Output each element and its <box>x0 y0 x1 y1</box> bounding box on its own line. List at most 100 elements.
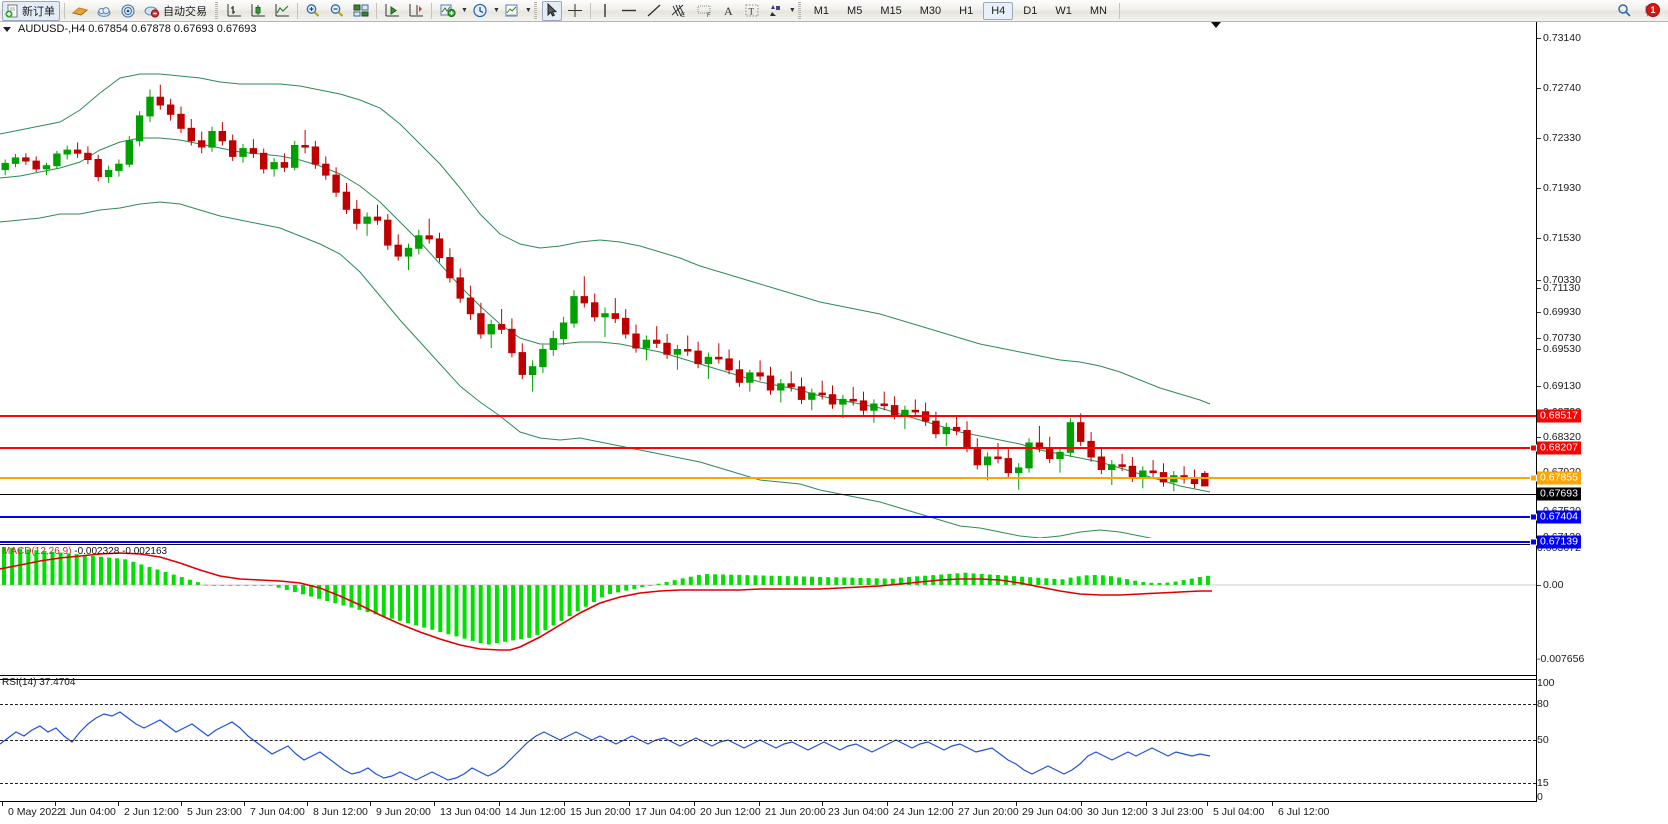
zoom-out-button[interactable] <box>326 1 348 21</box>
macd-pane-top-border <box>0 544 1536 545</box>
macd-tick-zero: 0.00 <box>1537 579 1563 591</box>
rsi-indicator-label: RSI(14) 37.4704 <box>2 677 76 688</box>
toolbar-grip-3[interactable] <box>796 2 803 19</box>
svg-text:F: F <box>707 13 711 18</box>
text-icon: A <box>724 4 733 18</box>
text-button[interactable]: A <box>719 1 739 21</box>
periods-dropdown-arrow[interactable]: ▼ <box>492 7 500 14</box>
support-line-2[interactable] <box>0 541 1536 543</box>
cursor-button[interactable] <box>541 0 562 21</box>
bid-price-tag[interactable]: 0.67855 <box>1537 471 1581 485</box>
price-scale-divider <box>1536 22 1537 802</box>
timeframe-h1[interactable]: H1 <box>959 4 974 17</box>
support-line-1-handle[interactable] <box>1530 513 1537 521</box>
toolbar-separator <box>64 2 65 19</box>
price-tick: 0.71130 <box>1537 282 1580 294</box>
autotrading-button[interactable]: 自动交易 <box>141 1 212 21</box>
shapes-dropdown-arrow[interactable]: ▼ <box>788 7 796 14</box>
templates-dropdown-arrow[interactable]: ▼ <box>524 7 532 14</box>
autotrading-label: 自动交易 <box>163 5 207 18</box>
timeframe-m5[interactable]: M5 <box>847 4 863 17</box>
timeframe-mn[interactable]: MN <box>1089 4 1107 17</box>
cursor-icon <box>547 3 558 17</box>
line-chart-button[interactable] <box>271 1 293 21</box>
candlestick-chart-button[interactable] <box>247 1 269 21</box>
resistance-line-1[interactable] <box>0 415 1536 417</box>
search-button[interactable] <box>1613 1 1635 21</box>
timeframe-m30[interactable]: M30 <box>919 4 942 17</box>
macd-name: MACD(12,26,9) <box>2 546 72 557</box>
time-tick <box>1207 802 1208 806</box>
autoscroll-button[interactable] <box>405 1 427 21</box>
timeframe-d1[interactable]: D1 <box>1023 4 1038 17</box>
trendline-button[interactable] <box>643 1 665 21</box>
price-axis[interactable]: 0.73140 0.72740 0.72330 0.71930 0.71530 … <box>1537 22 1668 803</box>
time-axis-label: 27 Jun 20:00 <box>958 806 1019 818</box>
alerts-button[interactable]: 1 <box>1641 1 1663 21</box>
new-order-button[interactable]: 新订单 <box>2 0 60 21</box>
time-tick <box>629 802 630 806</box>
toolbar-grip-2[interactable] <box>532 2 539 19</box>
bollinger-upper-band <box>0 73 1211 405</box>
candlestick-chart-icon <box>251 4 265 17</box>
rsi-pane[interactable] <box>0 680 1536 801</box>
bid-line[interactable] <box>0 477 1536 479</box>
rsi-pane-plot <box>0 711 1211 781</box>
rsi-tick-80: 80 <box>1537 698 1549 710</box>
timeframe-m1[interactable]: M1 <box>813 4 830 17</box>
rsi-line <box>0 711 1211 781</box>
support-line-2-handle[interactable] <box>1530 538 1537 546</box>
price-pane[interactable] <box>0 38 1536 538</box>
zoom-out-icon <box>330 4 344 17</box>
zoom-in-button[interactable] <box>302 1 324 21</box>
resistance-tag-2[interactable]: 0.68207 <box>1537 441 1581 455</box>
time-axis-line <box>0 801 1536 802</box>
tile-windows-button[interactable] <box>350 1 372 21</box>
line-chart-icon <box>275 4 289 17</box>
collapse-triangle-icon[interactable] <box>3 26 11 32</box>
macd-pane[interactable] <box>0 545 1536 675</box>
crosshair-button[interactable] <box>564 1 586 21</box>
support-tag-2[interactable]: 0.67139 <box>1537 535 1581 549</box>
equidistant-button[interactable]: F <box>693 1 717 21</box>
templates-button[interactable] <box>501 1 523 21</box>
resistance-tag-1[interactable]: 0.68517 <box>1537 409 1581 423</box>
rsi-pane-top-border-1 <box>0 675 1536 676</box>
signal-button[interactable] <box>117 1 139 21</box>
timeframe-h4[interactable]: H4 <box>983 1 1014 20</box>
support-tag-1[interactable]: 0.67404 <box>1537 510 1581 524</box>
toolbar-grip[interactable] <box>214 2 220 19</box>
last-price-line <box>0 494 1536 495</box>
vline-button[interactable] <box>595 1 615 21</box>
rsi-level-15 <box>0 783 1536 784</box>
svg-text:T: T <box>748 7 754 17</box>
indicators-dropdown-arrow[interactable]: ▼ <box>461 7 468 14</box>
shapes-button[interactable] <box>765 1 787 21</box>
support-line-1[interactable] <box>0 516 1536 518</box>
indicators-button[interactable] <box>436 1 459 21</box>
bar-chart-button[interactable] <box>223 1 245 21</box>
resistance-line-2[interactable] <box>0 447 1536 449</box>
fibo-button[interactable]: E <box>667 1 691 21</box>
macd-pane-plot <box>0 547 1536 651</box>
timeframe-m15[interactable]: M15 <box>880 4 902 17</box>
search-icon <box>1618 4 1631 17</box>
time-axis-label: 17 Jun 04:00 <box>635 806 696 818</box>
chart-canvas[interactable]: AUDUSD-,H4 0.67854 0.67878 0.67693 0.676… <box>0 22 1668 824</box>
hline-button[interactable] <box>617 1 641 21</box>
bid-line-handle[interactable] <box>1530 474 1537 482</box>
price-tick: 0.73140 <box>1537 32 1581 44</box>
macd-indicator-label: MACD(12,26,9) -0.002328 -0.002163 <box>2 546 167 557</box>
shift-end-button[interactable] <box>381 1 403 21</box>
tile-windows-icon <box>353 4 369 17</box>
cloud-button[interactable] <box>93 1 115 21</box>
time-axis-label: 7 Jun 04:00 <box>250 806 305 818</box>
label-button[interactable]: T <box>741 1 763 21</box>
price-tick: 0.71530 <box>1537 232 1581 244</box>
time-tick <box>1272 802 1273 806</box>
periods-button[interactable] <box>469 1 491 21</box>
history-button[interactable] <box>69 1 91 21</box>
timeframe-w1[interactable]: W1 <box>1055 4 1072 17</box>
resistance-line-2-handle[interactable] <box>1530 444 1537 452</box>
time-axis[interactable]: 0 May 2022 1 Jun 04:00 2 Jun 12:00 5 Jun 23… <box>0 802 1536 824</box>
